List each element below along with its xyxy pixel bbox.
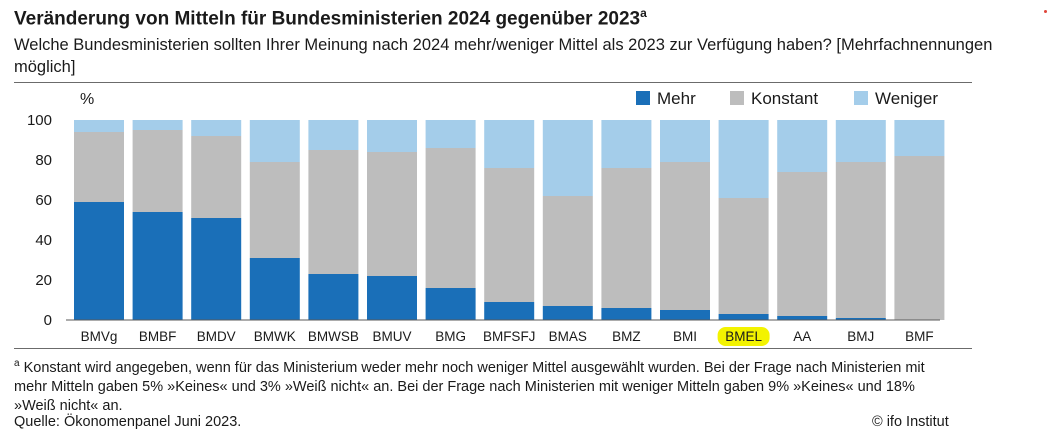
bar-segment-mehr-bmas bbox=[542, 306, 593, 320]
legend-swatch bbox=[854, 91, 868, 105]
x-tick-label: AA bbox=[793, 329, 811, 344]
title-footnote-marker: a bbox=[640, 6, 647, 20]
chart-title-text: Veränderung von Mitteln für Bundesminist… bbox=[14, 8, 641, 30]
bar-segment-weniger-bmf bbox=[894, 120, 945, 156]
bar-segment-mehr-bmel bbox=[718, 314, 769, 320]
y-tick-label: 40 bbox=[35, 232, 52, 249]
bar-segment-weniger-bmi bbox=[660, 120, 710, 162]
bar-segment-weniger-bmj bbox=[835, 120, 886, 162]
bar-segment-mehr-bmbf bbox=[132, 212, 183, 320]
bars bbox=[74, 120, 945, 320]
bar-segment-mehr-bmwk bbox=[249, 258, 300, 320]
bar-segment-konstant-aa bbox=[777, 172, 828, 316]
bar-segment-mehr-bmfsfj bbox=[484, 302, 535, 320]
bar-segment-weniger-bmvg bbox=[74, 120, 124, 132]
legend-swatch bbox=[636, 91, 650, 105]
category-highlight-marker bbox=[717, 327, 770, 346]
source-note: Quelle: Ökonomenpanel Juni 2023. bbox=[14, 414, 242, 430]
y-tick-label: 0 bbox=[44, 312, 52, 329]
bar-segment-konstant-bmvg bbox=[74, 132, 124, 202]
red-dot-mark bbox=[1044, 10, 1047, 13]
x-tick-label: BMEL bbox=[725, 329, 762, 344]
bar-segment-mehr-bmz bbox=[601, 308, 652, 320]
bar-segment-konstant-bmfsfj bbox=[484, 168, 535, 302]
legend-label: Mehr bbox=[657, 89, 696, 108]
chart-title: Veränderung von Mitteln für Bundesminist… bbox=[14, 6, 647, 30]
bar-segment-konstant-bmwsb bbox=[308, 150, 359, 274]
legend-label: Weniger bbox=[875, 89, 938, 108]
bar-segment-konstant-bmg bbox=[425, 148, 476, 288]
bar-segment-konstant-bmbf bbox=[132, 130, 183, 212]
bar-segment-konstant-bmz bbox=[601, 168, 652, 308]
bar-segment-weniger-bmel bbox=[718, 120, 769, 198]
footnote-text: Konstant wird angegeben, wenn für das Mi… bbox=[14, 359, 925, 414]
x-tick-label: BMZ bbox=[612, 329, 641, 344]
legend-swatch bbox=[730, 91, 744, 105]
bar-segment-mehr-bmuv bbox=[367, 276, 417, 320]
x-tick-label: BMBF bbox=[139, 329, 177, 344]
y-tick-label: 60 bbox=[35, 192, 52, 209]
bar-segment-weniger-bmdv bbox=[191, 120, 242, 136]
chart-subtitle: Welche Bundesministerien sollten Ihrer M… bbox=[14, 36, 993, 76]
bar-segment-mehr-bmwsb bbox=[308, 274, 359, 320]
bar-segment-weniger-bmfsfj bbox=[484, 120, 535, 168]
bar-segment-konstant-bmas bbox=[542, 196, 593, 306]
x-tick-label: BMF bbox=[905, 329, 934, 344]
bar-segment-weniger-bmuv bbox=[367, 120, 417, 152]
bar-segment-konstant-bmel bbox=[718, 198, 769, 314]
bar-segment-weniger-bmwk bbox=[249, 120, 300, 162]
y-tick-label: 20 bbox=[35, 272, 52, 289]
footnote: a Konstant wird angegeben, wenn für das … bbox=[14, 354, 934, 416]
footnote-marker: a bbox=[14, 358, 20, 369]
bar-segment-konstant-bmdv bbox=[191, 136, 242, 218]
bar-segment-mehr-aa bbox=[777, 316, 828, 320]
legend-label: Konstant bbox=[751, 89, 818, 108]
x-tick-label: BMI bbox=[673, 329, 697, 344]
y-tick-label: 100 bbox=[27, 112, 52, 129]
bar-segment-mehr-bmj bbox=[835, 318, 886, 320]
x-tick-label: BMWK bbox=[254, 329, 296, 344]
bar-segment-konstant-bmwk bbox=[249, 162, 300, 258]
x-axis-ticks: BMVg BMBF BMDV BMWK BMWSB BMUV BMG BMFSFJ BMAS BM… bbox=[81, 329, 934, 344]
bar-segment-konstant-bmi bbox=[660, 162, 710, 310]
category-highlights bbox=[717, 327, 770, 346]
bar-segment-konstant-bmuv bbox=[367, 152, 417, 276]
bar-segment-weniger-bmz bbox=[601, 120, 652, 168]
bar-segment-mehr-bmvg bbox=[74, 202, 124, 320]
bar-segment-weniger-bmwsb bbox=[308, 120, 359, 150]
bar-segment-konstant-bmj bbox=[835, 162, 886, 318]
bar-segment-konstant-bmf bbox=[894, 156, 945, 320]
bar-segment-mehr-bmg bbox=[425, 288, 476, 320]
bar-segment-weniger-bmbf bbox=[132, 120, 183, 130]
y-axis-ticks: 0 20 40 60 80 100 bbox=[27, 112, 52, 329]
x-tick-label: BMAS bbox=[549, 329, 587, 344]
x-tick-label: BMFSFJ bbox=[483, 329, 536, 344]
chart-legend: Mehr Konstant Weniger bbox=[636, 89, 938, 108]
x-tick-label: BMJ bbox=[847, 329, 874, 344]
y-axis-label: % bbox=[80, 91, 94, 108]
x-tick-label: BMG bbox=[435, 329, 466, 344]
bottom-divider bbox=[14, 348, 972, 349]
x-tick-label: BMWSB bbox=[308, 329, 359, 344]
bar-segment-weniger-bmas bbox=[542, 120, 593, 196]
y-tick-label: 80 bbox=[35, 152, 52, 169]
bar-segment-weniger-bmg bbox=[425, 120, 476, 148]
copyright: © ifo Institut bbox=[872, 414, 949, 430]
bar-segment-mehr-bmi bbox=[660, 310, 710, 320]
x-tick-label: BMVg bbox=[81, 329, 118, 344]
bar-segment-mehr-bmdv bbox=[191, 218, 242, 320]
bar-segment-weniger-aa bbox=[777, 120, 828, 172]
x-tick-label: BMDV bbox=[197, 329, 236, 344]
x-tick-label: BMUV bbox=[372, 329, 411, 344]
top-divider bbox=[14, 82, 972, 83]
